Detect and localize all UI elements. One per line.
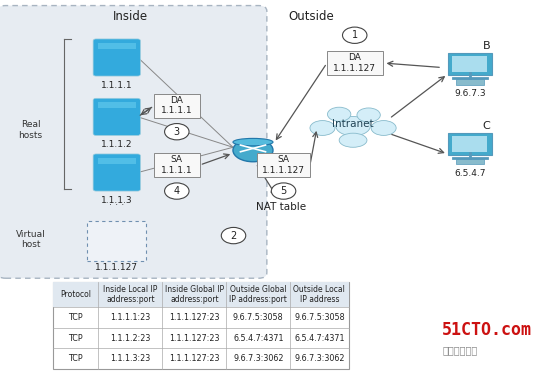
Text: 2: 2	[230, 231, 237, 240]
Text: 5: 5	[280, 186, 287, 196]
Text: DA
1.1.1.127: DA 1.1.1.127	[333, 53, 376, 73]
Text: 1.1.1.127:23: 1.1.1.127:23	[169, 334, 220, 343]
Text: Virtual
host: Virtual host	[16, 230, 46, 249]
Text: Outside Global
IP address:port: Outside Global IP address:port	[229, 285, 287, 304]
Bar	[53, 282, 349, 369]
Text: Inside Local IP
address:port: Inside Local IP address:port	[103, 285, 157, 304]
Text: 1.1.1.2: 1.1.1.2	[101, 140, 132, 149]
Text: Outside Local
IP address: Outside Local IP address	[294, 285, 345, 304]
Ellipse shape	[357, 108, 380, 122]
Text: 1: 1	[351, 30, 358, 40]
Text: SA
1.1.1.1: SA 1.1.1.1	[161, 155, 192, 175]
Ellipse shape	[336, 116, 370, 136]
Text: B: B	[483, 41, 490, 51]
Text: 51CTO.com: 51CTO.com	[442, 321, 532, 339]
Text: 9.6.7.5:3058: 9.6.7.5:3058	[233, 313, 284, 322]
Bar	[453, 136, 487, 152]
Bar	[98, 102, 136, 108]
Text: 1.1.1.3: 1.1.1.3	[101, 196, 132, 204]
Text: 1.1.1.2:23: 1.1.1.2:23	[110, 334, 151, 343]
Circle shape	[165, 183, 189, 199]
Text: 9.6.7.3:3062: 9.6.7.3:3062	[294, 354, 345, 363]
Text: Outside: Outside	[289, 10, 334, 23]
FancyBboxPatch shape	[93, 39, 140, 76]
Text: Intranet: Intranet	[332, 119, 374, 129]
Text: Real
hosts: Real hosts	[18, 120, 43, 139]
Text: 9.6.7.5:3058: 9.6.7.5:3058	[294, 313, 345, 322]
Ellipse shape	[327, 107, 351, 121]
Ellipse shape	[233, 138, 273, 146]
Text: 1.1.1.1:23: 1.1.1.1:23	[110, 313, 151, 322]
Text: C: C	[483, 121, 490, 131]
Ellipse shape	[371, 121, 396, 135]
Circle shape	[221, 227, 246, 244]
FancyBboxPatch shape	[0, 6, 267, 278]
Bar	[53, 282, 349, 307]
Text: 6.5.4.7:4371: 6.5.4.7:4371	[233, 334, 284, 343]
Text: . . .: . . .	[109, 197, 125, 207]
Bar	[456, 79, 484, 85]
Text: TCP: TCP	[68, 313, 83, 322]
Bar	[98, 158, 136, 164]
Text: SA
1.1.1.127: SA 1.1.1.127	[262, 155, 305, 175]
FancyBboxPatch shape	[93, 98, 140, 135]
Text: 1.1.1.127:23: 1.1.1.127:23	[169, 354, 220, 363]
Ellipse shape	[233, 139, 273, 162]
Text: TCP: TCP	[68, 334, 83, 343]
Text: 1.1.1.1: 1.1.1.1	[101, 81, 132, 89]
Text: 6.5.4.7: 6.5.4.7	[454, 169, 485, 178]
Text: 1.1.1.127:23: 1.1.1.127:23	[169, 313, 220, 322]
FancyBboxPatch shape	[93, 154, 140, 191]
Bar	[154, 93, 200, 118]
Text: 1.1.1.127: 1.1.1.127	[95, 263, 138, 272]
Text: 技术成就梦想: 技术成就梦想	[442, 346, 477, 355]
Bar	[327, 51, 383, 75]
Bar	[257, 153, 310, 177]
Circle shape	[165, 124, 189, 140]
Text: 9.6.7.3: 9.6.7.3	[454, 89, 485, 98]
FancyBboxPatch shape	[448, 53, 492, 75]
Text: 6.5.4.7:4371: 6.5.4.7:4371	[294, 334, 345, 343]
FancyBboxPatch shape	[87, 221, 146, 261]
Text: Inside: Inside	[113, 10, 148, 23]
Bar	[98, 43, 136, 49]
Bar	[456, 159, 484, 164]
Ellipse shape	[310, 121, 335, 135]
Text: DA
1.1.1.1: DA 1.1.1.1	[161, 96, 192, 115]
Text: 4: 4	[173, 186, 180, 196]
Text: NAT table: NAT table	[256, 202, 306, 212]
Text: 3: 3	[173, 127, 180, 137]
Text: Inside Global IP
address:port: Inside Global IP address:port	[165, 285, 224, 304]
Text: 9.6.7.3:3062: 9.6.7.3:3062	[233, 354, 284, 363]
Text: Protocol: Protocol	[60, 290, 91, 299]
Text: 1.1.1.3:23: 1.1.1.3:23	[110, 354, 151, 363]
Circle shape	[342, 27, 367, 43]
FancyBboxPatch shape	[448, 133, 492, 155]
Bar	[453, 56, 487, 72]
Circle shape	[271, 183, 296, 199]
Bar	[154, 153, 200, 177]
Ellipse shape	[339, 133, 367, 147]
Text: TCP: TCP	[68, 354, 83, 363]
